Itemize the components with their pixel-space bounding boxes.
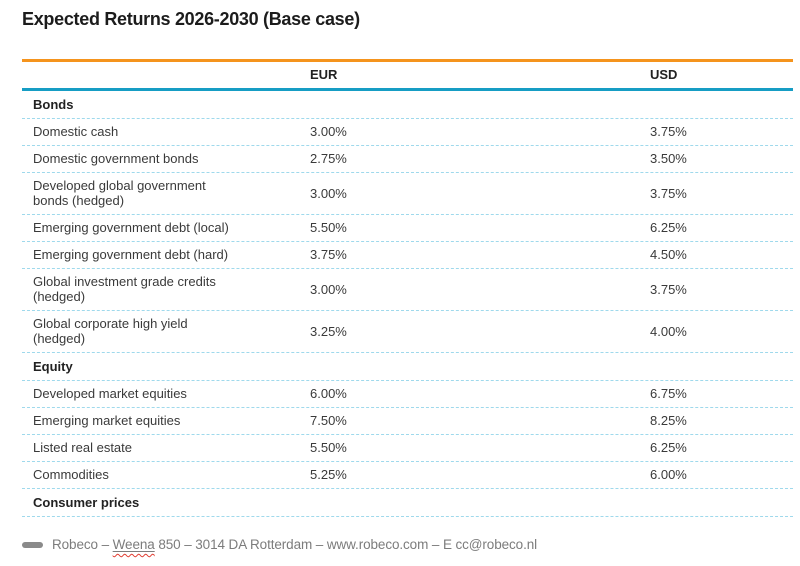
eur-value: 7.50% xyxy=(310,413,347,428)
header-cell-eur: EUR xyxy=(310,67,338,82)
usd-value: 6.00% xyxy=(650,467,687,482)
table-header-row: EUR USD xyxy=(22,59,793,91)
section-label: Bonds xyxy=(33,97,74,112)
eur-value: 3.25% xyxy=(310,323,347,339)
header-cell-usd: USD xyxy=(650,67,678,82)
asset-label: Domestic government bonds xyxy=(33,151,199,166)
usd-value: 6.75% xyxy=(650,386,687,401)
usd-value: 6.25% xyxy=(650,220,687,235)
footer-text: Robeco – Weena 850 – 3014 DA Rotterdam –… xyxy=(52,537,537,552)
usd-value: 6.25% xyxy=(650,440,687,455)
usd-value: 4.50% xyxy=(650,247,687,262)
asset-label: Domestic cash xyxy=(33,124,119,139)
usd-value: 4.00% xyxy=(650,323,687,339)
footer-weena-spellcheck: Weena xyxy=(113,537,155,552)
asset-label: Emerging government debt (local) xyxy=(33,220,229,235)
footer-brand: Robeco – xyxy=(52,537,113,552)
eur-value: 6.00% xyxy=(310,386,347,401)
asset-label: Developed market equities xyxy=(33,386,187,401)
asset-label: Listed real estate xyxy=(33,440,133,455)
asset-label: Emerging market equities xyxy=(33,413,181,428)
section-row: Bonds xyxy=(22,91,793,119)
eur-value: 3.75% xyxy=(310,247,347,262)
footer-weena-link: Weena xyxy=(112,537,155,552)
asset-label: Global investment grade credits (hedged) xyxy=(33,274,216,304)
asset-label: Commodities xyxy=(33,467,109,482)
eur-value: 5.50% xyxy=(310,220,347,235)
eur-value: 3.00% xyxy=(310,281,347,297)
table-row: Domestic government bonds 2.75% 3.50% xyxy=(22,146,793,173)
footer: Robeco – Weena 850 – 3014 DA Rotterdam –… xyxy=(22,537,537,552)
asset-label: Developed global government bonds (hedge… xyxy=(33,178,206,208)
table-body: Bonds Domestic cash 3.00% 3.75% Domestic gov… xyxy=(22,91,793,517)
page-title: Expected Returns 2026-2030 (Base case) xyxy=(22,9,360,29)
usd-value: 8.25% xyxy=(650,413,687,428)
table-row: Emerging government debt (local) 5.50% 6.2… xyxy=(22,215,793,242)
asset-label: Emerging government debt (hard) xyxy=(33,247,229,262)
eur-value: 2.75% xyxy=(310,151,347,166)
section-label: Consumer prices xyxy=(33,495,140,510)
asset-label: Global corporate high yield (hedged) xyxy=(33,316,188,346)
expected-returns-table: EUR USD Bonds Domestic cash 3.00% 3.75% Dome… xyxy=(22,59,793,517)
footer-bar-icon xyxy=(22,541,43,548)
usd-value: 3.75% xyxy=(650,281,687,297)
table-row: Developed market equities 6.00% 6.75% xyxy=(22,381,793,408)
footer-address: 850 – 3014 DA Rotterdam – www.robeco.com… xyxy=(154,537,538,552)
table-row: Listed real estate 5.50% 6.25% xyxy=(22,435,793,462)
usd-value: 3.75% xyxy=(650,124,687,139)
table-row: Global investment grade credits (hedged)… xyxy=(22,269,793,311)
table-row: Commodities 5.25% 6.00% xyxy=(22,462,793,489)
usd-value: 3.50% xyxy=(650,151,687,166)
table-row: Emerging government debt (hard) 3.75% 4.50… xyxy=(22,242,793,269)
eur-value: 3.00% xyxy=(310,185,347,201)
table-row: Domestic cash 3.00% 3.75% xyxy=(22,119,793,146)
eur-value: 5.50% xyxy=(310,440,347,455)
table-row: Global corporate high yield (hedged) 3.25… xyxy=(22,311,793,353)
eur-value: 3.00% xyxy=(310,124,347,139)
section-row: Consumer prices xyxy=(22,489,793,517)
usd-value: 3.75% xyxy=(650,185,687,201)
table-row: Emerging market equities 7.50% 8.25% xyxy=(22,408,793,435)
section-row: Equity xyxy=(22,353,793,381)
eur-value: 5.25% xyxy=(310,467,347,482)
table-row: Developed global government bonds (hedge… xyxy=(22,173,793,215)
section-label: Equity xyxy=(33,359,73,374)
